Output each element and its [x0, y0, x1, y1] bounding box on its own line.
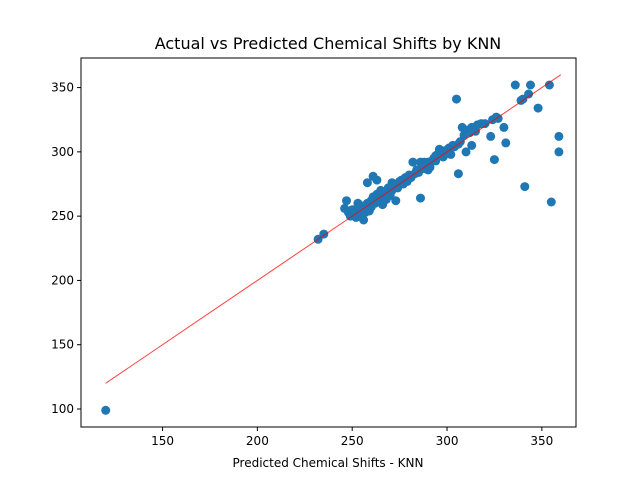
- scatter-point: [416, 193, 425, 203]
- scatter-point: [342, 196, 351, 206]
- scatter-point: [372, 175, 382, 185]
- scatter-point: [359, 215, 369, 225]
- scatter-point: [510, 80, 520, 90]
- x-tick-label: 300: [436, 434, 459, 448]
- y-tick-label: 150: [51, 338, 74, 352]
- scatter-point: [486, 131, 496, 141]
- scatter-point: [533, 103, 543, 113]
- scatter-point: [489, 155, 499, 165]
- scatter-point: [544, 80, 554, 90]
- scatter-point: [524, 89, 534, 99]
- x-tick-label: 250: [341, 434, 364, 448]
- y-tick-label: 200: [51, 273, 74, 287]
- scatter-point: [480, 119, 490, 129]
- x-axis: 150 200 250 300 350: [151, 427, 553, 448]
- scatter-point: [101, 405, 111, 415]
- scatter-point: [546, 197, 556, 207]
- scatter-point: [453, 169, 463, 179]
- scatter-point: [391, 196, 401, 206]
- scatter-point: [362, 178, 372, 188]
- y-tick-label: 350: [51, 81, 74, 95]
- x-tick-label: 200: [246, 434, 269, 448]
- plot-frame: [80, 57, 577, 428]
- scatter-point: [520, 182, 530, 192]
- scatter-point: [526, 80, 535, 90]
- y-axis: 100 150 200 250 300 350: [51, 81, 81, 416]
- scatter-point: [446, 149, 456, 159]
- scatter-point: [408, 157, 418, 167]
- scatter-point: [467, 140, 477, 150]
- scatter-point: [499, 122, 509, 132]
- scatter-point: [554, 147, 564, 157]
- y-tick-label: 100: [51, 402, 74, 416]
- scatter-point: [452, 94, 461, 104]
- scatter-point: [554, 131, 564, 141]
- y-tick-label: 300: [51, 145, 74, 159]
- scatter-point: [501, 138, 511, 148]
- x-axis-label: Predicted Chemical Shifts - KNN: [233, 456, 424, 470]
- y-tick-label: 250: [51, 209, 74, 223]
- chart-title: Actual vs Predicted Chemical Shifts by K…: [155, 34, 502, 53]
- scatter-point: [461, 147, 471, 157]
- x-tick-label: 150: [151, 434, 174, 448]
- reference-line: [105, 74, 562, 384]
- plot-area: [101, 74, 564, 415]
- x-tick-label: 350: [530, 434, 553, 448]
